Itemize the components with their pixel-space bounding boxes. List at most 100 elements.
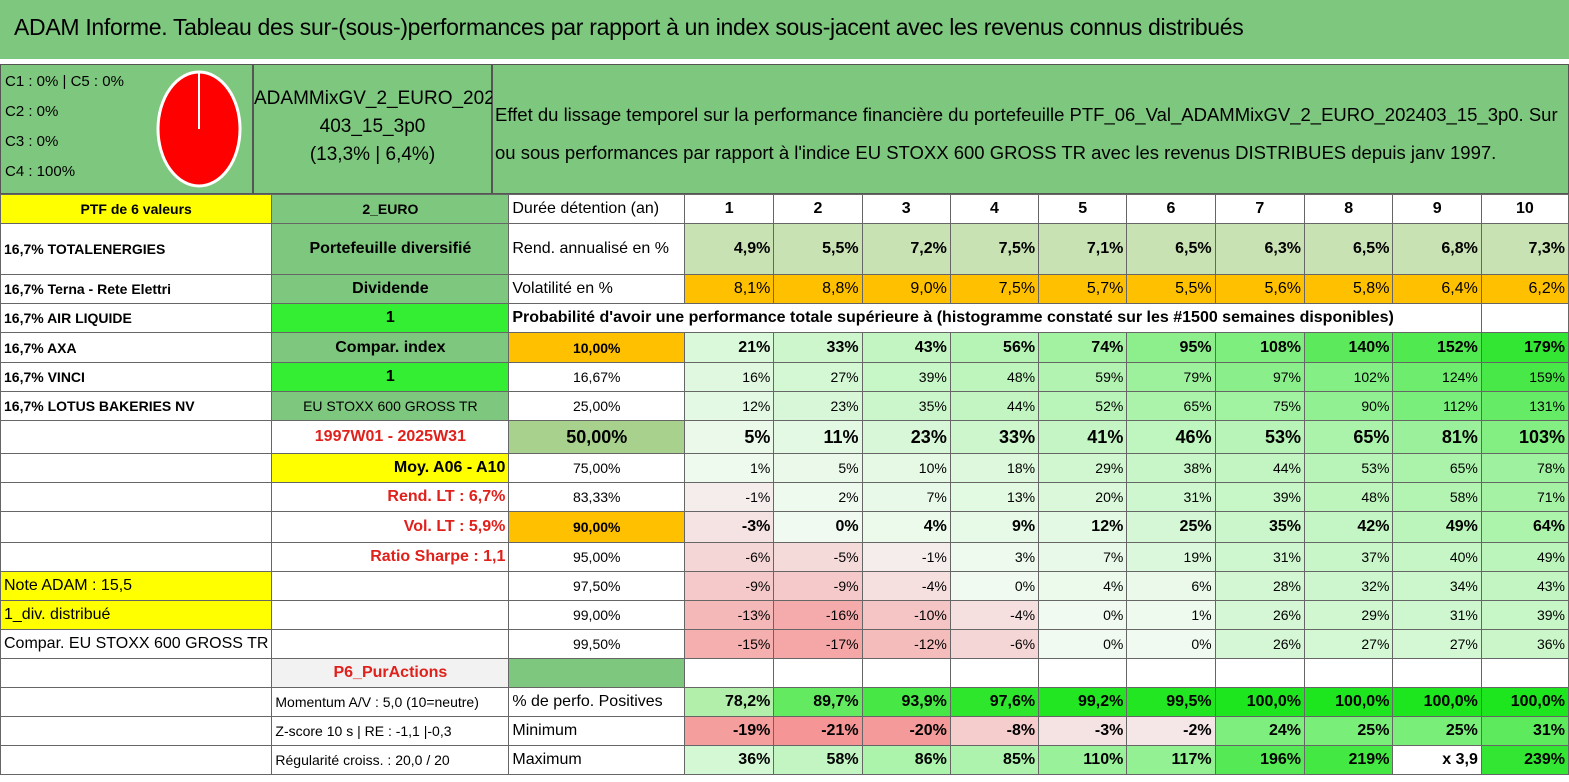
probability-value: 9%	[949, 511, 1040, 543]
fund-name-line2: 403_15_3p0	[319, 116, 426, 137]
probability-value: 3%	[949, 542, 1040, 572]
probability-value: 26%	[1214, 600, 1305, 630]
quality-line: C3 : 0%	[5, 133, 59, 150]
year-header: 5	[1038, 194, 1128, 224]
probability-value: 41%	[1038, 420, 1128, 454]
vol-value: 5,8%	[1303, 274, 1394, 304]
probability-value: 0%	[1038, 629, 1128, 659]
pur-actions: P6_PurActions	[271, 658, 510, 688]
vol-value: 5,5%	[1126, 274, 1216, 304]
year-header: 6	[1126, 194, 1216, 224]
value-one: 1	[271, 303, 510, 333]
probability-value: 52%	[1038, 391, 1128, 421]
probability-value: 2%	[773, 482, 863, 512]
empty-cell	[271, 629, 510, 659]
value-two: 1	[271, 362, 510, 392]
table-row: 16,7% VINCI 1 16,67% 16% 27% 39% 48% 59% 79% 97% 1…	[0, 362, 1569, 392]
year-header: 3	[861, 194, 951, 224]
table-row: 16,7% AXA Compar. index 10,00% 21% 33% 43% 56%…	[0, 332, 1569, 363]
probability-value: 11%	[773, 420, 863, 454]
vol-value: 5,7%	[1038, 274, 1128, 304]
table-row: 16,7% Terna - Rete Elettri Dividende Volat…	[0, 274, 1569, 304]
probability-value: 179%	[1480, 332, 1569, 363]
compar-index-label: Compar. index	[271, 332, 510, 363]
empty-cell	[271, 600, 510, 630]
probability-value: 131%	[1480, 391, 1569, 421]
table-row: Moy. A06 - A10 75,00% 1% 5% 10% 18% 29% 38% 44% 5…	[0, 453, 1569, 483]
quality-line: C1 : 0% | C5 : 0%	[5, 73, 124, 90]
maximum-value: 58%	[773, 745, 863, 775]
minimum-value: 24%	[1214, 716, 1305, 746]
empty-cell	[684, 658, 775, 688]
probability-threshold: 99,50%	[508, 629, 686, 659]
positive-value: 100,0%	[1303, 687, 1394, 717]
probability-value: 95%	[1126, 332, 1216, 363]
probability-value: 33%	[949, 420, 1040, 454]
minimum-value: 25%	[1392, 716, 1482, 746]
year-header: 7	[1214, 194, 1305, 224]
maximum-value: 86%	[861, 745, 951, 775]
positive-value: 100,0%	[1214, 687, 1305, 717]
probability-value: 34%	[1392, 571, 1482, 601]
table-row: Compar. EU STOXX 600 GROSS TR 99,50% -15% -…	[0, 629, 1569, 659]
minimum-value: 25%	[1303, 716, 1394, 746]
comparison-label: Compar. EU STOXX 600 GROSS TR	[0, 629, 273, 659]
empty-cell	[0, 482, 273, 512]
empty-cell	[0, 453, 273, 483]
table-row: 1_div. distribué 99,00% -13% -16% -10% -4% 0% 1…	[0, 600, 1569, 630]
probability-threshold: 10,00%	[508, 332, 686, 363]
probability-value: 26%	[1214, 629, 1305, 659]
probability-value: 23%	[773, 391, 863, 421]
probability-value: 152%	[1392, 332, 1482, 363]
vol-value: 9,0%	[861, 274, 951, 304]
maximum-value: 117%	[1126, 745, 1216, 775]
description-line1: Effet du lissage temporel sur la perform…	[495, 104, 1558, 125]
holding-item: 16,7% AIR LIQUIDE	[0, 303, 273, 333]
probability-value: 23%	[861, 420, 951, 454]
probability-value: -4%	[949, 600, 1040, 630]
probability-value: 97%	[1214, 362, 1305, 392]
description-line2: ou sous performances par rapport à l'ind…	[495, 142, 1497, 163]
rend-value: 6,5%	[1303, 223, 1394, 275]
positive-value: 78,2%	[684, 687, 775, 717]
probability-value: 35%	[1214, 511, 1305, 543]
probability-value: 59%	[1038, 362, 1128, 392]
empty-cell	[1480, 303, 1569, 333]
positive-value: 100,0%	[1480, 687, 1569, 717]
probability-value: 40%	[1392, 542, 1482, 572]
probability-value: 35%	[861, 391, 951, 421]
maximum-label: Maximum	[508, 745, 686, 775]
probability-value: 38%	[1126, 453, 1216, 483]
year-header: 10	[1480, 194, 1569, 224]
positive-value: 99,2%	[1038, 687, 1128, 717]
empty-cell	[773, 658, 863, 688]
empty-cell	[1038, 658, 1128, 688]
probability-value: 12%	[684, 391, 775, 421]
empty-cell	[1214, 658, 1305, 688]
probability-value: -6%	[684, 542, 775, 572]
probability-value: 0%	[773, 511, 863, 543]
quality-line: C4 : 100%	[5, 163, 76, 180]
probability-value: 19%	[1126, 542, 1216, 572]
table-row: Note ADAM : 15,5 97,50% -9% -9% -4% 0% 4% 6% 28%…	[0, 571, 1569, 601]
zscore: Z-score 10 s | RE : -1,1 |-0,3	[271, 716, 510, 746]
probability-value: 1%	[1126, 600, 1216, 630]
maximum-value: 239%	[1480, 745, 1569, 775]
empty-cell	[508, 658, 686, 688]
probability-value: -9%	[684, 571, 775, 601]
probability-value: 159%	[1480, 362, 1569, 392]
probability-value: 28%	[1214, 571, 1305, 601]
diversification-label: Portefeuille diversifié	[271, 223, 510, 275]
probability-threshold: 95,00%	[508, 542, 686, 572]
positive-value: 93,9%	[861, 687, 951, 717]
rend-value: 6,5%	[1126, 223, 1216, 275]
momentum: Momentum A/V : 5,0 (10=neutre)	[271, 687, 510, 717]
empty-cell	[949, 658, 1040, 688]
vol-value: 6,4%	[1392, 274, 1482, 304]
holding-item: 16,7% LOTUS BAKERIES NV	[0, 391, 273, 421]
probability-value: 39%	[861, 362, 951, 392]
table-row: 16,7% AIR LIQUIDE 1 Probabilité d'avoir un…	[0, 303, 1569, 333]
probability-value: 13%	[949, 482, 1040, 512]
probability-value: 4%	[1038, 571, 1128, 601]
probability-value: -17%	[773, 629, 863, 659]
